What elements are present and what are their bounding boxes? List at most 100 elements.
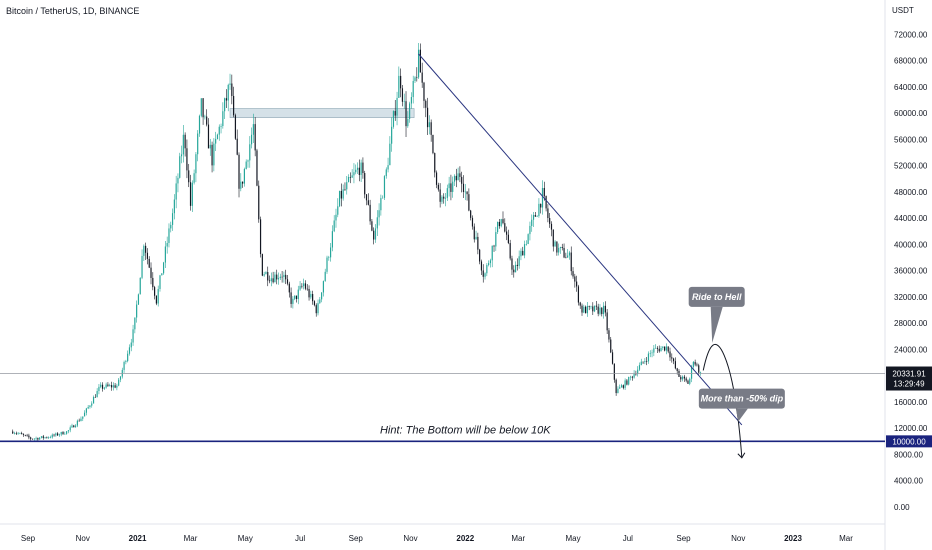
- candle-body: [671, 357, 673, 359]
- candle-body: [94, 397, 96, 398]
- candle-body: [279, 276, 281, 279]
- candle-body: [49, 437, 52, 439]
- candle-body: [637, 369, 639, 375]
- candle-body: [216, 134, 219, 140]
- candle-body: [550, 223, 553, 230]
- candle-body: [134, 317, 136, 330]
- candle-body: [680, 376, 682, 380]
- candle-body: [376, 217, 378, 229]
- candle-body: [150, 267, 152, 278]
- candle-body: [306, 288, 308, 290]
- candle-body: [123, 362, 125, 370]
- candle-body: [534, 215, 536, 217]
- x-tick-label: Sep: [21, 534, 36, 543]
- candle-body: [37, 438, 39, 440]
- candle-body: [681, 376, 684, 380]
- time-axis[interactable]: Sep Nov 2021 Mar May Jul Sep Nov 2022 Mar May Jul Se…: [21, 534, 853, 543]
- candle-body: [127, 353, 129, 362]
- candle-body: [604, 305, 606, 313]
- candle-body: [24, 434, 26, 436]
- y-tick-label: 56000.00: [894, 135, 928, 144]
- candle-body: [137, 294, 140, 305]
- candle-body: [51, 434, 53, 438]
- candle-body: [317, 303, 319, 314]
- candle-body: [340, 190, 342, 199]
- candle-body: [592, 306, 594, 312]
- candle-body: [349, 177, 351, 178]
- candle-body: [389, 143, 391, 166]
- candle-body: [667, 346, 669, 352]
- candle-body: [295, 295, 298, 300]
- candle-body: [392, 111, 395, 127]
- candle-body: [351, 175, 353, 178]
- candle-body: [299, 285, 301, 290]
- candle-body: [576, 281, 578, 287]
- x-tick-label: 2021: [129, 534, 147, 543]
- candle-body: [130, 342, 132, 348]
- candle-body: [13, 433, 16, 434]
- candle-body: [346, 182, 348, 190]
- candle-body: [259, 219, 262, 255]
- candle-body: [78, 420, 80, 422]
- candle-body: [495, 232, 497, 247]
- candle-body: [696, 364, 698, 366]
- candle-body: [558, 247, 560, 253]
- candle-body: [437, 184, 439, 190]
- candle-body: [159, 275, 161, 289]
- candle-body: [139, 277, 141, 295]
- y-tick-label: 72000.00: [894, 30, 928, 39]
- candle-body: [119, 376, 122, 380]
- candle-body: [500, 219, 502, 227]
- candle-body: [204, 116, 206, 118]
- candle-body: [91, 403, 93, 406]
- candle-body: [188, 170, 190, 183]
- candle-body: [39, 437, 41, 440]
- candle-body: [236, 138, 238, 155]
- candle-body: [631, 376, 633, 378]
- candle-body: [416, 77, 418, 79]
- candle-body: [206, 116, 208, 125]
- candle-body: [620, 385, 623, 388]
- candle-body: [683, 376, 685, 379]
- candle-body: [698, 365, 700, 373]
- candle-body: [312, 294, 314, 302]
- candle-body: [464, 191, 466, 193]
- price-axis[interactable]: 0.004000.008000.0012000.0016000.0020000.…: [894, 30, 928, 512]
- candle-body: [286, 279, 289, 284]
- candle-body: [342, 189, 344, 199]
- candle-body: [26, 435, 28, 436]
- candle-body: [504, 223, 506, 232]
- current-price-label-bg: [886, 366, 932, 391]
- candle-body: [622, 385, 624, 388]
- candle-body: [62, 431, 64, 435]
- candle-body: [148, 258, 150, 268]
- candle-body: [329, 247, 332, 258]
- candle-body: [184, 134, 186, 149]
- y-tick-label: 12000.00: [894, 424, 928, 433]
- candle-body: [410, 97, 413, 104]
- candle-body: [333, 220, 335, 232]
- candle-body: [482, 270, 484, 277]
- candle-body: [195, 154, 197, 174]
- candle-body: [434, 153, 436, 173]
- candle-body: [444, 197, 447, 199]
- candle-body: [274, 274, 276, 283]
- candle-body: [338, 190, 341, 207]
- candle-body: [475, 236, 477, 240]
- candle-body: [611, 352, 614, 364]
- candle-body: [154, 287, 156, 296]
- symbol-title[interactable]: Bitcoin / TetherUS, 1D, BINANCE: [6, 6, 140, 16]
- candle-body: [601, 307, 603, 315]
- candle-body: [35, 438, 37, 439]
- candle-body: [678, 370, 680, 377]
- x-tick-label: May: [238, 534, 253, 543]
- candle-body: [73, 425, 75, 428]
- candle-body: [400, 75, 402, 89]
- candle-body: [419, 49, 421, 73]
- candle-body: [554, 241, 556, 247]
- candle-body: [484, 273, 486, 277]
- candle-body: [455, 175, 457, 181]
- candle-body: [394, 111, 396, 116]
